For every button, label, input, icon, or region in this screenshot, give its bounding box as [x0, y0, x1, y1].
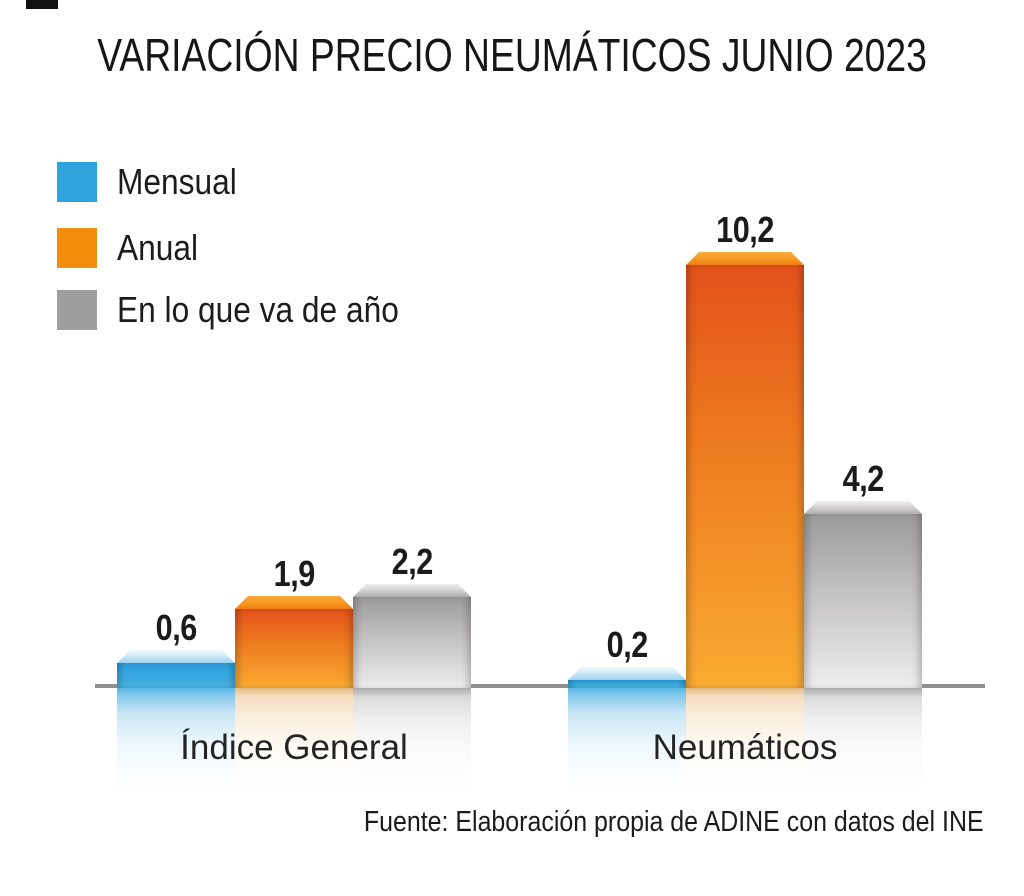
legend-label-anual: Anual	[117, 227, 199, 268]
bar-anual-neumaticos	[686, 265, 804, 688]
legend-swatch-en-lo-que-va-de-ano	[57, 290, 97, 330]
top-left-artifact	[26, 0, 58, 9]
value-label-text-en-lo-que-va-de-ano-neumaticos: 4,2	[842, 458, 884, 499]
value-label-mensual-neumaticos: 0,2	[568, 625, 686, 665]
value-label-anual-neumaticos: 10,2	[686, 210, 804, 250]
value-label-text-mensual-neumaticos: 0,2	[606, 624, 648, 665]
chart-title: VARIACIÓN PRECIO NEUMÁTICOS JUNIO 2023	[0, 28, 1024, 82]
source-note-text: Fuente: Elaboración propia de ADINE con …	[364, 806, 984, 838]
bar-top-face-mensual-indice-general	[117, 650, 235, 663]
bar-en-lo-que-va-de-ano-neumaticos	[804, 514, 922, 688]
bar-top-face-en-lo-que-va-de-ano-neumaticos	[804, 501, 922, 514]
legend-item-mensual: Mensual	[57, 161, 253, 202]
bar-en-lo-que-va-de-ano-indice-general	[353, 597, 471, 688]
value-label-text-en-lo-que-va-de-ano-indice-general: 2,2	[391, 541, 433, 582]
category-label-neumaticos: Neumáticos	[535, 728, 955, 768]
value-label-en-lo-que-va-de-ano-indice-general: 2,2	[353, 542, 471, 582]
legend-label-mensual: Mensual	[117, 161, 237, 202]
category-label-indice-general: Índice General	[84, 728, 504, 768]
value-label-text-mensual-indice-general: 0,6	[155, 607, 197, 648]
legend-swatch-anual	[57, 228, 97, 268]
bar-top-face-en-lo-que-va-de-ano-indice-general	[353, 584, 471, 597]
bar-anual-indice-general	[235, 609, 353, 688]
bar-reflection-en-lo-que-va-de-ano-neumaticos	[804, 688, 922, 792]
legend-item-en-lo-que-va-de-ano: En lo que va de año	[57, 289, 437, 330]
source-note: Fuente: Elaboración propia de ADINE con …	[263, 806, 984, 839]
bar-top-face-anual-indice-general	[235, 596, 353, 609]
bar-reflection-anual-neumaticos	[686, 688, 804, 792]
value-label-en-lo-que-va-de-ano-neumaticos: 4,2	[804, 459, 922, 499]
bar-reflection-anual-indice-general	[235, 688, 353, 792]
legend-swatch-mensual	[57, 162, 97, 202]
legend-item-anual: Anual	[57, 227, 209, 268]
category-label-neumaticos-text: Neumáticos	[652, 728, 838, 767]
bar-mensual-indice-general	[117, 663, 235, 688]
legend-label-en-lo-que-va-de-ano: En lo que va de año	[117, 289, 399, 330]
value-label-text-anual-neumaticos: 10,2	[716, 209, 774, 250]
value-label-text-anual-indice-general: 1,9	[273, 553, 315, 594]
bar-reflection-mensual-neumaticos	[568, 688, 686, 792]
bar-top-face-anual-neumaticos	[686, 252, 804, 265]
category-label-indice-general-text: Índice General	[180, 728, 408, 767]
bar-top-face-mensual-neumaticos	[568, 667, 686, 680]
value-label-mensual-indice-general: 0,6	[117, 608, 235, 648]
bar-mensual-neumaticos	[568, 680, 686, 688]
x-axis-baseline	[95, 684, 985, 688]
bar-reflection-mensual-indice-general	[117, 688, 235, 792]
value-label-anual-indice-general: 1,9	[235, 554, 353, 594]
chart-title-text: VARIACIÓN PRECIO NEUMÁTICOS JUNIO 2023	[97, 29, 927, 81]
bar-reflection-en-lo-que-va-de-ano-indice-general	[353, 688, 471, 792]
